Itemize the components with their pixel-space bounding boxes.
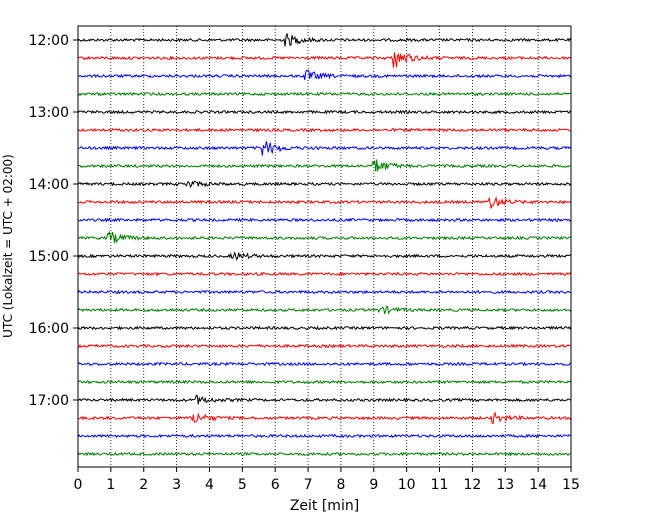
- trace-1545: [77, 306, 572, 315]
- trace-1715: [77, 411, 572, 425]
- trace-1730: [77, 433, 572, 439]
- trace-1345: [77, 159, 572, 172]
- x-tick-label-14: 14: [529, 477, 547, 493]
- x-tick-label-5: 5: [238, 477, 247, 493]
- trace-1245: [77, 91, 572, 97]
- x-tick-label-9: 9: [369, 477, 378, 493]
- trace-1600: [77, 325, 572, 331]
- x-tick-label-8: 8: [336, 477, 345, 493]
- x-tick-label-6: 6: [271, 477, 280, 493]
- x-tick-label-4: 4: [205, 477, 214, 493]
- trace-1230: [77, 69, 572, 81]
- plot-area-frame: [77, 25, 572, 468]
- x-tick-label-10: 10: [398, 477, 416, 493]
- trace-1200: [77, 33, 572, 47]
- x-tick-label-0: 0: [74, 477, 83, 493]
- trace-1215: [77, 52, 572, 68]
- trace-1615: [77, 343, 572, 349]
- y-tick-label-1: 13:00: [29, 105, 69, 121]
- trace-1400: [77, 180, 572, 189]
- trace-1315: [77, 127, 572, 133]
- trace-1415: [77, 195, 572, 209]
- trace-1700: [77, 394, 572, 405]
- y-tick-label-4: 16:00: [29, 321, 69, 337]
- x-tick-label-3: 3: [172, 477, 181, 493]
- y-axis-label: UTC (Lokalzeit = UTC + 02:00): [1, 154, 15, 338]
- x-tick-label-7: 7: [304, 477, 313, 493]
- x-tick-label-15: 15: [562, 477, 580, 493]
- trace-1515: [77, 271, 572, 277]
- trace-1745: [77, 451, 572, 457]
- trace-1330: [77, 141, 572, 156]
- x-tick-label-13: 13: [496, 477, 514, 493]
- x-tick-label-2: 2: [139, 477, 148, 493]
- x-axis-label: Zeit [min]: [290, 498, 359, 514]
- x-axis-ticks: 0 1 2 3 4 5 6 7 8 9 10 11 12 13 14 15: [74, 467, 580, 493]
- trace-1445: [77, 231, 572, 244]
- y-tick-label-3: 15:00: [29, 249, 69, 265]
- x-tick-label-1: 1: [106, 477, 115, 493]
- trace-1630: [77, 361, 572, 367]
- trace-1430: [77, 217, 572, 223]
- y-axis-ticks: 12:00 13:00 14:00 15:00 16:00 17:00: [29, 33, 78, 409]
- x-tick-label-11: 11: [431, 477, 449, 493]
- x-tick-label-12: 12: [463, 477, 481, 493]
- y-tick-label-0: 12:00: [29, 33, 69, 49]
- y-tick-label-2: 14:00: [29, 177, 69, 193]
- trace-1300: [77, 109, 572, 115]
- trace-lines: [77, 33, 572, 457]
- trace-1530: [77, 289, 572, 295]
- trace-1500: [77, 251, 572, 262]
- y-tick-label-5: 17:00: [29, 393, 69, 409]
- trace-1645: [77, 379, 572, 385]
